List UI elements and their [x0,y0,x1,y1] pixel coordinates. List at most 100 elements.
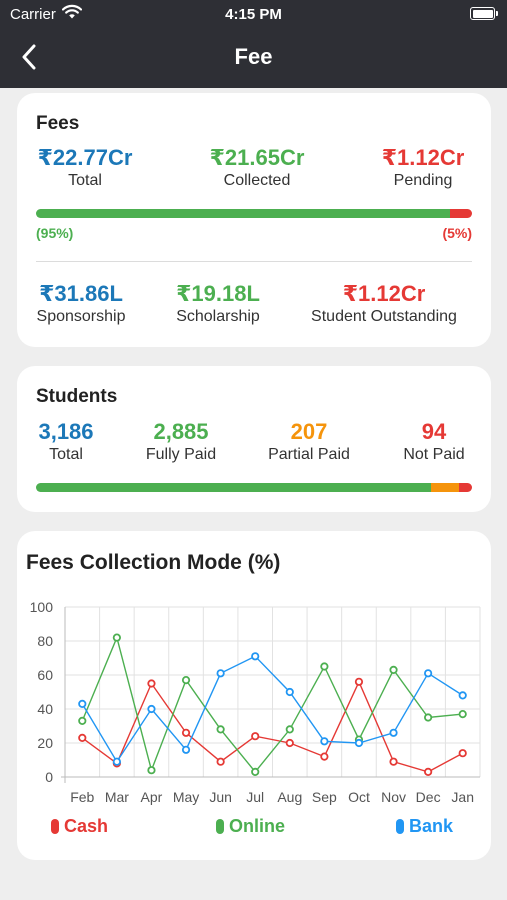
chevron-left-icon [22,44,36,70]
students-not-paid-value: 94 [421,419,447,444]
online-data-point [216,725,225,734]
cash-data-point [458,749,467,758]
students-partial-paid-value: 207 [290,419,328,444]
fees-card: Fees ₹22.77Cr Total ₹21.65Cr Collected ₹… [17,93,491,347]
students-card: Students 3,186 Total 2,885 Fully Paid 20… [17,366,491,512]
battery-icon [470,7,498,20]
cash-swatch-icon [51,819,59,834]
fees-collected-label: Collected [223,172,291,189]
x-tick-label: Jul [246,789,264,805]
online-data-point [320,662,329,671]
y-tick-label: 100 [30,599,54,615]
fees-collected-value: ₹21.65Cr [209,145,305,170]
legend-cash[interactable]: Cash [51,816,108,837]
legend-cash-label: Cash [64,816,109,836]
bank-data-point [458,691,467,700]
online-data-point [78,716,87,725]
bank-data-point [216,669,225,678]
students-not-paid-stat: 94 Not Paid [389,419,479,465]
y-tick-label: 80 [37,633,53,649]
x-tick-label: Apr [141,789,163,805]
bank-data-point [78,699,87,708]
fees-pending-percent: (5%) [442,225,472,241]
bank-data-point [251,652,260,661]
legend-online[interactable]: Online [216,816,285,837]
cash-data-point [354,677,364,686]
x-tick-label: Jun [209,789,232,805]
fees-pending-label: Pending [393,172,453,189]
fees-pending-fill [450,209,472,218]
y-tick-label: 20 [37,735,53,751]
online-data-point [112,633,121,642]
bank-data-point [181,745,191,754]
students-partial-paid-stat: 207 Partial Paid [254,419,364,465]
status-bar: Carrier 4:15 PM [0,0,507,28]
y-tick-label: 60 [37,667,53,683]
fees-collected-fill [36,209,451,218]
back-button[interactable] [16,42,42,72]
bank-series-line [81,655,464,764]
carrier-label: Carrier [10,6,56,23]
bank-data-point [147,704,156,714]
cash-data-point [285,738,294,748]
online-data-point [424,713,433,722]
students-title: Students [36,386,118,407]
online-data-point [251,767,260,776]
sponsorship-value: ₹31.86L [39,281,123,306]
scholarship-stat: ₹19.18L Scholarship [168,281,268,327]
app-header: Carrier 4:15 PM Fee [0,0,507,88]
scholarship-value: ₹19.18L [176,281,260,306]
bank-data-point [320,737,329,746]
cash-data-point [216,757,225,766]
status-time: 4:15 PM [225,6,282,23]
bank-data-point [389,728,398,737]
scholarship-label: Scholarship [176,308,260,325]
not-paid-fill [459,483,472,492]
bank-data-point [424,669,433,678]
cash-data-point [424,767,433,776]
students-fully-paid-stat: 2,885 Fully Paid [136,419,226,465]
outstanding-stat: ₹1.12Cr Student Outstanding [305,281,463,327]
fees-collected-stat: ₹21.65Cr Collected [197,145,317,191]
collection-mode-chart: 0 20 40 60 80 100 Feb Mar Apr May Jun Jul Aug Sep Oct N… [30,599,481,805]
collection-mode-title: Fees Collection Mode (%) [26,551,281,574]
outstanding-value: ₹1.12Cr [342,281,426,306]
cash-data-point [251,732,260,741]
online-data-point [181,676,191,685]
fees-progress-bar [36,209,472,218]
fees-total-value: ₹22.77Cr [37,145,133,170]
x-tick-label: Aug [277,789,302,805]
partial-paid-fill [430,483,460,492]
online-data-point [147,766,156,775]
x-tick-label: Dec [416,789,441,805]
bank-data-point [285,687,294,697]
page-title: Fee [234,44,273,69]
x-tick-label: May [173,789,199,805]
students-total-stat: 3,186 Total [21,419,111,465]
outstanding-label: Student Outstanding [311,308,457,325]
students-fully-paid-label: Fully Paid [145,446,217,463]
fees-title: Fees [36,113,80,134]
fees-divider [36,261,472,262]
students-progress-bar [36,483,472,492]
legend-bank[interactable]: Bank [396,816,453,837]
y-tick-label: 40 [37,701,53,717]
cash-data-point [320,752,329,761]
cash-data-point [181,728,191,737]
online-swatch-icon [216,819,224,834]
online-data-point [458,710,467,719]
cash-data-point [147,679,156,688]
fees-total-stat: ₹22.77Cr Total [25,145,145,191]
legend-online-label: Online [229,816,286,836]
students-not-paid-label: Not Paid [403,446,465,463]
fees-collected-percent: (95%) [36,225,74,241]
cash-data-point [389,757,398,766]
bank-swatch-icon [396,819,404,834]
bank-data-point [354,738,364,748]
fees-pending-value: ₹1.12Cr [381,145,465,170]
wifi-icon [61,4,83,23]
sponsorship-label: Sponsorship [36,308,126,325]
cash-series-line [81,680,464,773]
x-tick-label: Oct [348,789,370,805]
legend-bank-label: Bank [409,816,454,836]
